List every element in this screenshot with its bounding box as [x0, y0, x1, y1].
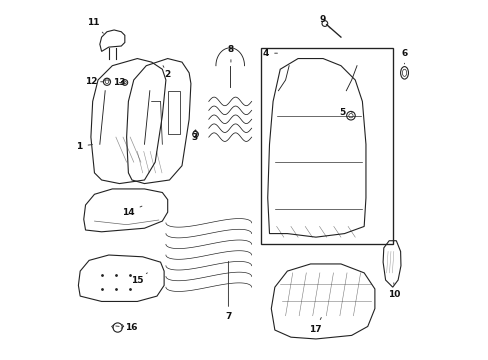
Text: 17: 17 — [308, 318, 321, 334]
Text: 12: 12 — [85, 77, 103, 86]
Text: 6: 6 — [401, 49, 407, 64]
Text: 2: 2 — [163, 66, 170, 79]
Text: 10: 10 — [387, 283, 399, 299]
Text: 5: 5 — [339, 108, 352, 117]
Text: 7: 7 — [225, 261, 231, 321]
Text: 9: 9 — [319, 15, 329, 28]
Text: 11: 11 — [87, 18, 103, 33]
Text: 16: 16 — [116, 323, 137, 332]
Bar — [260, 48, 392, 244]
Text: 3: 3 — [191, 132, 197, 141]
Text: 14: 14 — [122, 206, 142, 217]
Text: 4: 4 — [262, 49, 277, 58]
Text: 1: 1 — [76, 141, 92, 150]
Text: 8: 8 — [227, 45, 234, 62]
Text: 15: 15 — [131, 273, 147, 284]
Text: 13: 13 — [113, 78, 125, 87]
